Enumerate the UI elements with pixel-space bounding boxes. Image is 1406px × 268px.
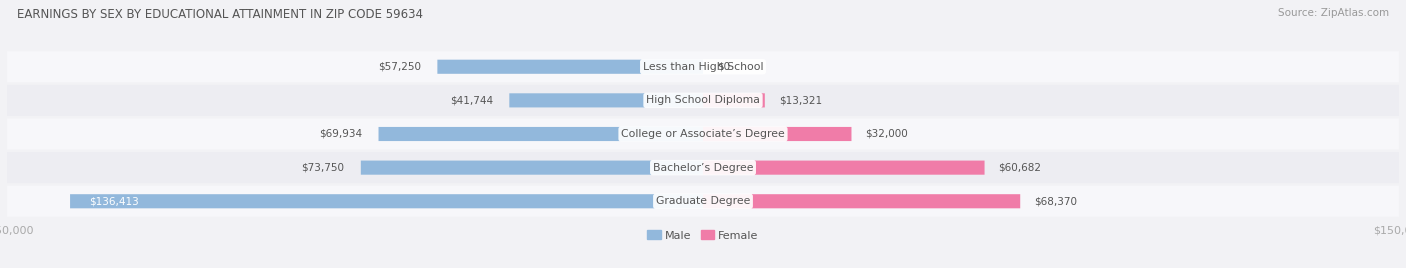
FancyBboxPatch shape bbox=[361, 161, 703, 175]
Text: $41,744: $41,744 bbox=[450, 95, 494, 105]
FancyBboxPatch shape bbox=[7, 186, 1399, 217]
FancyBboxPatch shape bbox=[7, 51, 1399, 82]
Text: College or Associate’s Degree: College or Associate’s Degree bbox=[621, 129, 785, 139]
Text: $68,370: $68,370 bbox=[1035, 196, 1077, 206]
FancyBboxPatch shape bbox=[703, 127, 852, 141]
Text: Less than High School: Less than High School bbox=[643, 62, 763, 72]
Legend: Male, Female: Male, Female bbox=[643, 226, 763, 245]
FancyBboxPatch shape bbox=[509, 93, 703, 107]
Text: $60,682: $60,682 bbox=[998, 163, 1042, 173]
FancyBboxPatch shape bbox=[703, 93, 765, 107]
Text: $13,321: $13,321 bbox=[779, 95, 823, 105]
FancyBboxPatch shape bbox=[703, 161, 984, 175]
FancyBboxPatch shape bbox=[378, 127, 703, 141]
Text: $69,934: $69,934 bbox=[319, 129, 363, 139]
FancyBboxPatch shape bbox=[7, 85, 1399, 116]
Text: $136,413: $136,413 bbox=[89, 196, 138, 206]
FancyBboxPatch shape bbox=[7, 152, 1399, 183]
Text: $73,750: $73,750 bbox=[301, 163, 344, 173]
Text: EARNINGS BY SEX BY EDUCATIONAL ATTAINMENT IN ZIP CODE 59634: EARNINGS BY SEX BY EDUCATIONAL ATTAINMEN… bbox=[17, 8, 423, 21]
Text: $0: $0 bbox=[717, 62, 730, 72]
Text: Bachelor’s Degree: Bachelor’s Degree bbox=[652, 163, 754, 173]
FancyBboxPatch shape bbox=[70, 194, 703, 208]
Text: $32,000: $32,000 bbox=[866, 129, 908, 139]
Text: Graduate Degree: Graduate Degree bbox=[655, 196, 751, 206]
FancyBboxPatch shape bbox=[437, 60, 703, 74]
Text: High School Diploma: High School Diploma bbox=[647, 95, 759, 105]
Text: Source: ZipAtlas.com: Source: ZipAtlas.com bbox=[1278, 8, 1389, 18]
Text: $57,250: $57,250 bbox=[378, 62, 422, 72]
FancyBboxPatch shape bbox=[7, 118, 1399, 150]
FancyBboxPatch shape bbox=[703, 194, 1021, 208]
